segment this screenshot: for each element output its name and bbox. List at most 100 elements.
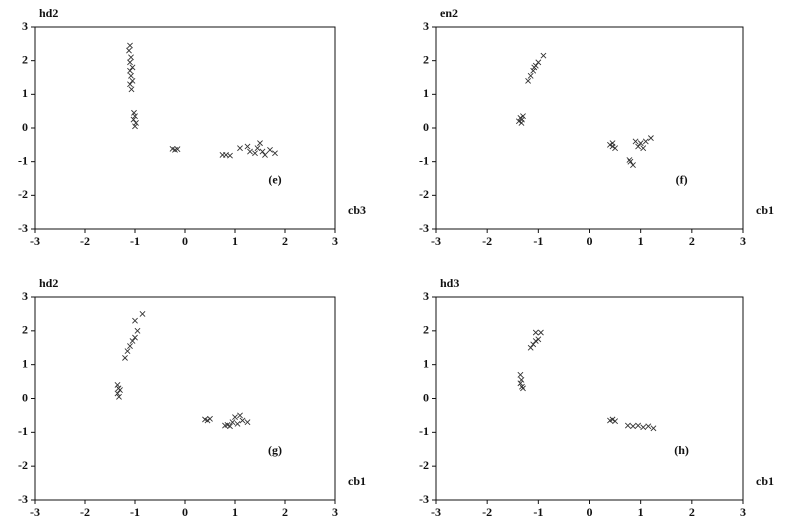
point-stroke bbox=[122, 354, 128, 361]
point-stroke bbox=[647, 135, 654, 142]
x-tick-label: 2 bbox=[689, 234, 695, 248]
point-stroke bbox=[128, 72, 134, 79]
y-tick-label: -3 bbox=[18, 492, 28, 506]
point-stroke bbox=[640, 424, 647, 431]
point bbox=[612, 145, 619, 152]
point-stroke bbox=[244, 143, 251, 150]
plot-frame bbox=[34, 26, 336, 230]
point-stroke bbox=[272, 150, 278, 157]
point bbox=[207, 415, 213, 422]
point bbox=[527, 344, 534, 351]
point bbox=[642, 138, 649, 145]
point-stroke bbox=[612, 418, 619, 425]
x-tick-label: -2 bbox=[482, 234, 492, 248]
y-tick-label: 2 bbox=[423, 52, 429, 66]
point-stroke bbox=[114, 390, 121, 397]
x-tick-label: 1 bbox=[638, 505, 644, 519]
point bbox=[132, 317, 138, 324]
y-tick-label: -2 bbox=[18, 187, 28, 201]
point bbox=[635, 143, 642, 150]
y-axis-label: hd2 bbox=[39, 6, 58, 20]
point-stroke bbox=[237, 145, 243, 152]
point bbox=[127, 343, 133, 349]
point-stroke bbox=[530, 67, 537, 74]
x-tick-label: -1 bbox=[130, 234, 140, 248]
y-tick-label: 1 bbox=[423, 86, 429, 100]
point bbox=[532, 338, 539, 344]
point bbox=[122, 354, 128, 361]
y-tick-label: -2 bbox=[419, 187, 429, 201]
point-stroke bbox=[630, 162, 636, 168]
point bbox=[626, 157, 633, 163]
panel: -3 -2 -1 0 1 2 3 -3 -2 -1 0 1 2 3 hd2 cb3 (e) bbox=[18, 6, 366, 248]
y-tick-label: 0 bbox=[423, 120, 429, 134]
panel-label: (f) bbox=[676, 172, 688, 186]
panel-label: (g) bbox=[268, 443, 282, 457]
x-tick-label: -2 bbox=[80, 234, 90, 248]
point-stroke bbox=[207, 415, 213, 422]
point bbox=[127, 81, 133, 88]
x-tick-label: 3 bbox=[740, 234, 746, 248]
point bbox=[252, 150, 258, 157]
x-axis-label: cb1 bbox=[756, 474, 774, 488]
point bbox=[515, 118, 522, 125]
x-tick-label: 0 bbox=[182, 234, 188, 248]
point bbox=[127, 42, 133, 49]
y-tick-label: -3 bbox=[419, 221, 429, 235]
point bbox=[114, 390, 121, 397]
point bbox=[117, 387, 123, 393]
point bbox=[174, 146, 181, 153]
x-tick-label: 1 bbox=[232, 505, 238, 519]
point-stroke bbox=[527, 344, 534, 351]
x-axis-label: cb3 bbox=[348, 203, 366, 217]
point bbox=[637, 140, 644, 147]
point-stroke bbox=[131, 109, 137, 116]
point bbox=[133, 120, 139, 126]
point bbox=[607, 141, 613, 148]
point bbox=[134, 327, 141, 334]
x-axis-label: cb1 bbox=[756, 203, 774, 217]
y-tick-label: 3 bbox=[423, 19, 429, 33]
point bbox=[272, 150, 278, 157]
point bbox=[525, 77, 532, 84]
point-stroke bbox=[174, 146, 181, 153]
point bbox=[139, 310, 146, 317]
point-stroke bbox=[127, 343, 133, 349]
point-stroke bbox=[132, 123, 138, 130]
point-stroke bbox=[132, 113, 138, 120]
point bbox=[227, 423, 233, 430]
point-stroke bbox=[133, 120, 139, 126]
point bbox=[128, 86, 135, 93]
point bbox=[239, 417, 246, 424]
point-stroke bbox=[129, 64, 136, 71]
point-stroke bbox=[254, 145, 261, 152]
point-stroke bbox=[129, 77, 136, 84]
point-stroke bbox=[252, 150, 258, 157]
point bbox=[131, 109, 137, 116]
point-stroke bbox=[114, 382, 121, 388]
point bbox=[129, 338, 136, 344]
y-tick-label: -2 bbox=[419, 458, 429, 472]
point bbox=[227, 152, 233, 159]
point bbox=[128, 72, 134, 79]
point-stroke bbox=[244, 419, 251, 426]
y-tick-label: 0 bbox=[22, 120, 28, 134]
point bbox=[640, 145, 647, 152]
point bbox=[527, 72, 534, 79]
point-stroke bbox=[525, 77, 532, 84]
y-tick-label: 3 bbox=[22, 19, 28, 33]
panel: -3 -2 -1 0 1 2 3 -3 -2 -1 0 1 2 3 hd3 cb1 (h) bbox=[419, 276, 774, 519]
x-tick-label: 0 bbox=[182, 505, 188, 519]
point bbox=[530, 67, 537, 74]
y-tick-label: 2 bbox=[22, 52, 28, 66]
point-stroke bbox=[126, 47, 132, 54]
point bbox=[518, 376, 525, 383]
y-tick-label: -1 bbox=[18, 153, 28, 167]
x-tick-label: 3 bbox=[740, 505, 746, 519]
x-tick-label: 2 bbox=[689, 505, 695, 519]
x-tick-label: -1 bbox=[130, 505, 140, 519]
y-tick-label: 2 bbox=[22, 323, 28, 337]
point-stroke bbox=[609, 416, 616, 423]
x-tick-label: 3 bbox=[332, 234, 338, 248]
y-tick-label: 3 bbox=[22, 289, 28, 303]
